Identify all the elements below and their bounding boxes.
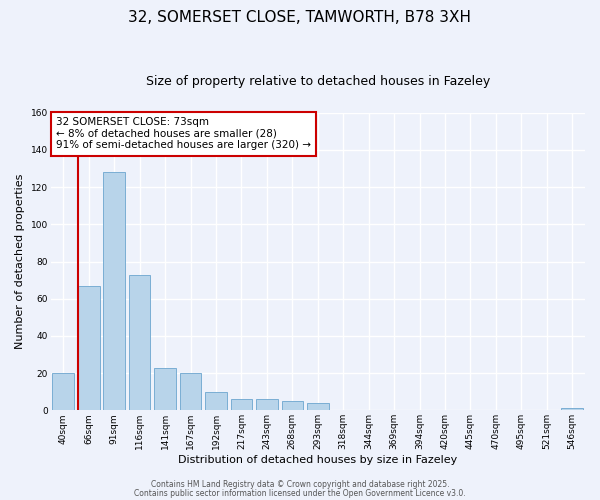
Bar xyxy=(230,399,252,410)
Bar xyxy=(281,401,303,410)
Bar xyxy=(129,274,151,410)
Y-axis label: Number of detached properties: Number of detached properties xyxy=(15,174,25,349)
Bar xyxy=(256,399,278,410)
X-axis label: Distribution of detached houses by size in Fazeley: Distribution of detached houses by size … xyxy=(178,455,457,465)
Text: 32 SOMERSET CLOSE: 73sqm
← 8% of detached houses are smaller (28)
91% of semi-de: 32 SOMERSET CLOSE: 73sqm ← 8% of detache… xyxy=(56,117,311,150)
Bar xyxy=(154,368,176,410)
Text: Contains HM Land Registry data © Crown copyright and database right 2025.: Contains HM Land Registry data © Crown c… xyxy=(151,480,449,489)
Bar xyxy=(307,403,329,410)
Bar xyxy=(180,373,202,410)
Text: Contains public sector information licensed under the Open Government Licence v3: Contains public sector information licen… xyxy=(134,488,466,498)
Text: 32, SOMERSET CLOSE, TAMWORTH, B78 3XH: 32, SOMERSET CLOSE, TAMWORTH, B78 3XH xyxy=(128,10,472,25)
Bar xyxy=(562,408,583,410)
Bar xyxy=(78,286,100,410)
Title: Size of property relative to detached houses in Fazeley: Size of property relative to detached ho… xyxy=(146,75,490,88)
Bar xyxy=(205,392,227,410)
Bar xyxy=(103,172,125,410)
Bar xyxy=(52,373,74,410)
